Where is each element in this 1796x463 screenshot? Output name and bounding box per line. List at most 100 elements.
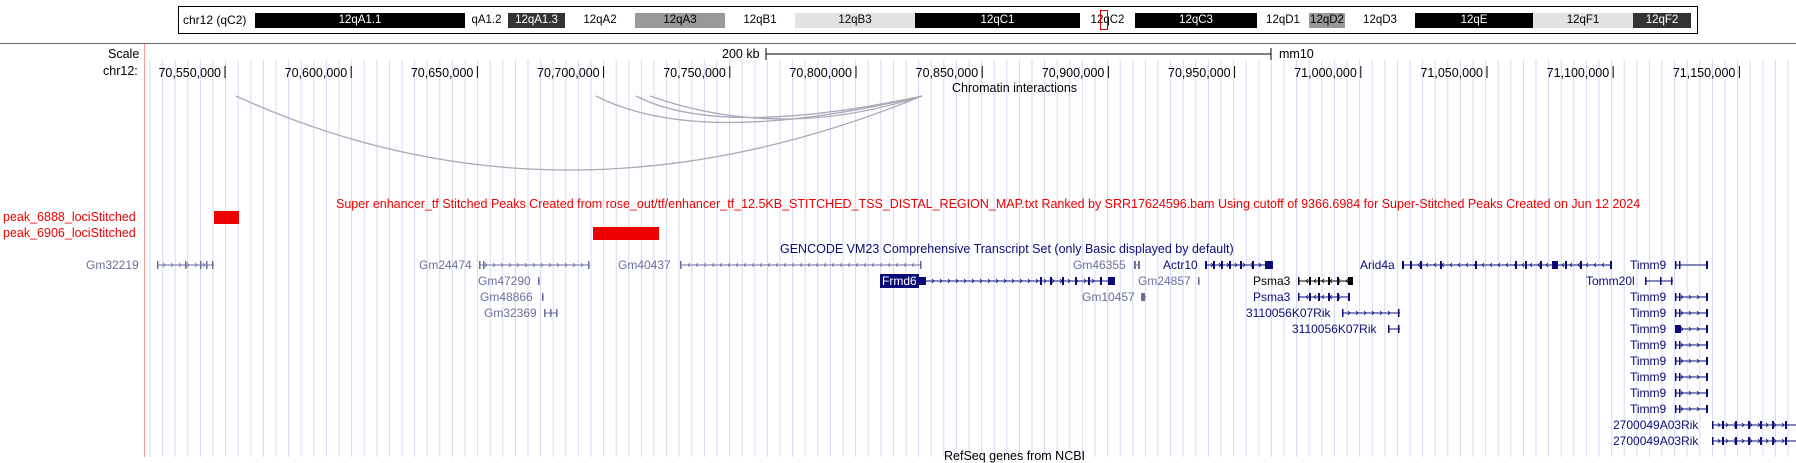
timm9-row-exon	[1675, 309, 1677, 317]
arid4a-exon	[1402, 261, 1404, 269]
ideogram-bands[interactable]: 12qA1.1 qA1.2 12qA1.3 12qA2 12qA3 12qB1 12qB3 1…	[255, 13, 1691, 28]
actr10-arrow	[1258, 262, 1262, 268]
timm9-row-exon	[1706, 373, 1708, 381]
gm40437-arrow	[687, 262, 691, 268]
gene-label-gm24857[interactable]: Gm24857	[1138, 274, 1191, 288]
2700049a03rik-1-arrow	[1765, 422, 1769, 428]
gm40437-arrow	[727, 262, 731, 268]
gene-label-timm9-2[interactable]: Timm9	[1630, 290, 1667, 304]
chromosome-ideogram[interactable]: chr12 (qC2) 12qA1.1 qA1.2 12qA1.3 12qA2 12qA…	[178, 6, 1698, 34]
2700049a03rik-2-arrow	[1741, 438, 1745, 444]
gencode-track-title[interactable]: GENCODE VM23 Comprehensive Transcript Se…	[780, 242, 1234, 256]
gene-label-psma3-2[interactable]: Psma3	[1253, 290, 1291, 304]
gene-label-frmd6[interactable]: Frmd6	[880, 274, 919, 288]
timm9-1-exon	[1679, 261, 1681, 269]
browser-tracks[interactable]: 70,550,000 70,600,000 70,650,000 70,700,000…	[0, 44, 1796, 457]
gene-label-arid4a[interactable]: Arid4a	[1360, 258, 1395, 272]
gene-label-timm9-7[interactable]: Timm9	[1630, 370, 1667, 384]
gm24474-arrow	[580, 262, 584, 268]
ideogram-label: chr12 (qC2)	[183, 13, 247, 27]
gm32369-exon	[550, 309, 552, 317]
actr10-arrow	[1234, 262, 1238, 268]
gene-label-timm9-1[interactable]: Timm9	[1630, 258, 1667, 272]
gene-label-3110056k07rik-2[interactable]: 3110056K07Rik	[1292, 322, 1377, 336]
gene-label-actr10[interactable]: Actr10	[1163, 258, 1198, 272]
peak-label-6888[interactable]: peak_6888_lociStitched	[3, 210, 136, 224]
frmd6-arrow	[1083, 278, 1087, 284]
gm40437-arrow	[855, 262, 859, 268]
ruler-tick-label: 70,750,000	[663, 66, 726, 80]
2700049a03rik-1-exon	[1748, 421, 1750, 429]
band-12qa2[interactable]: 12qA2	[565, 13, 635, 28]
timm9-row-exon	[1675, 293, 1677, 301]
gene-label-timm9-6[interactable]: Timm9	[1630, 354, 1667, 368]
gm40437-exon	[920, 261, 922, 269]
gene-label-3110056k07rik-1[interactable]: 3110056K07Rik	[1246, 306, 1331, 320]
timm9-row-exon	[1675, 405, 1677, 413]
gm40437-arrow	[767, 262, 771, 268]
band-12qc1[interactable]: 12qC1	[915, 13, 1080, 28]
refseq-track-title[interactable]: RefSeq genes from NCBI	[944, 449, 1086, 463]
psma3-1-exon	[1328, 277, 1330, 285]
gene-label-timm9-3[interactable]: Timm9	[1630, 306, 1667, 320]
gm40437-arrow	[695, 262, 699, 268]
timm9-row-exon	[1706, 325, 1708, 333]
2700049a03rik-1-arrow	[1725, 422, 1729, 428]
band-12qe[interactable]: 12qE	[1415, 13, 1533, 28]
gm24474-arrow	[548, 262, 552, 268]
3110056k07rik-1-arrow	[1347, 310, 1351, 316]
gene-label-2700049a03rik-1[interactable]: 2700049A03Rik	[1613, 418, 1699, 432]
band-12qb1[interactable]: 12qB1	[725, 13, 795, 28]
arid4a-exon	[1525, 261, 1527, 269]
timm9-row-arrow	[1696, 310, 1700, 316]
psma3-2-exon	[1298, 293, 1300, 301]
gene-label-timm9-4[interactable]: Timm9	[1630, 322, 1667, 336]
gene-label-tomm20l[interactable]: Tomm20l	[1586, 274, 1635, 288]
3110056k07rik-1-arrow	[1355, 310, 1359, 316]
gm24474-arrow	[484, 262, 488, 268]
band-12qd3[interactable]: 12qD3	[1345, 13, 1415, 28]
gene-label-gm47290[interactable]: Gm47290	[478, 274, 531, 288]
current-position-marker	[1100, 10, 1108, 30]
gene-label-timm9-8[interactable]: Timm9	[1630, 386, 1667, 400]
band-12qd1[interactable]: 12qD1	[1257, 13, 1309, 28]
gm32219-arrow	[186, 262, 190, 268]
peak-label-6906[interactable]: peak_6906_lociStitched	[3, 226, 136, 240]
ruler-tick-label: 71,000,000	[1294, 66, 1357, 80]
arid4a-arrow	[1601, 262, 1605, 268]
gene-label-gm40437[interactable]: Gm40437	[618, 258, 671, 272]
2700049a03rik-2-arrow	[1717, 438, 1721, 444]
band-12qb3[interactable]: 12qB3	[795, 13, 915, 28]
gene-label-timm9-5[interactable]: Timm9	[1630, 338, 1667, 352]
frmd6-arrow	[987, 278, 991, 284]
super-enhancer-track-title[interactable]: Super enhancer_tf Stitched Peaks Created…	[336, 197, 1641, 211]
band-12qd2[interactable]: 12qD2	[1309, 13, 1345, 28]
arid4a-arrow	[1433, 262, 1437, 268]
gene-label-gm48866[interactable]: Gm48866	[480, 290, 533, 304]
gene-label-psma3-1[interactable]: Psma3	[1253, 274, 1291, 288]
assembly-label: mm10	[1279, 47, 1314, 61]
band-12qc3[interactable]: 12qC3	[1135, 13, 1257, 28]
gene-label-gm46355[interactable]: Gm46355	[1073, 258, 1126, 272]
gene-label-gm32369[interactable]: Gm32369	[484, 306, 537, 320]
gene-label-gm32219[interactable]: Gm32219	[86, 258, 139, 272]
arid4a-arrow	[1457, 262, 1461, 268]
gene-label-gm10457[interactable]: Gm10457	[1082, 290, 1135, 304]
gene-label-timm9-9[interactable]: Timm9	[1630, 402, 1667, 416]
timm9-row-arrow	[1688, 374, 1692, 380]
actr10-exon	[1229, 261, 1231, 269]
gene-label-gm24474[interactable]: Gm24474	[419, 258, 472, 272]
chromatin-track-title[interactable]: Chromatin interactions	[952, 81, 1078, 95]
band-12qa3[interactable]: 12qA3	[635, 13, 725, 28]
band-qa1-2[interactable]: qA1.2	[465, 13, 508, 28]
gene-label-2700049a03rik-2[interactable]: 2700049A03Rik	[1613, 434, 1699, 448]
timm9-row-exon	[1706, 405, 1708, 413]
band-12qf2[interactable]: 12qF2	[1633, 13, 1691, 28]
timm9-row-arrow	[1696, 374, 1700, 380]
band-12qa1-3[interactable]: 12qA1.3	[508, 13, 565, 28]
band-12qa1-1[interactable]: 12qA1.1	[255, 13, 465, 28]
arid4a-exon	[1420, 261, 1422, 269]
gm24474-arrow	[532, 262, 536, 268]
psma3-1-arrow	[1305, 278, 1309, 284]
band-12qf1[interactable]: 12qF1	[1533, 13, 1633, 28]
